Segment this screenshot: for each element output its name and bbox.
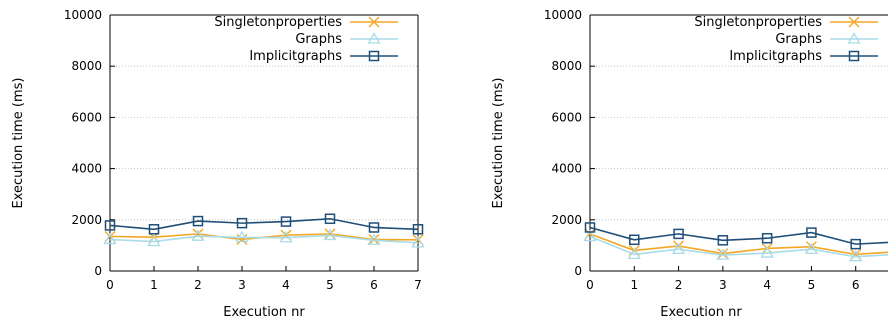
- y-tick-label: 0: [94, 264, 102, 278]
- y-axis-label: Execution time (ms): [11, 77, 26, 208]
- y-axis-label: Execution time (ms): [491, 77, 506, 208]
- data-point-implicitgraphs: [104, 220, 116, 231]
- data-point-graphs: [367, 233, 381, 245]
- x-tick-label: 4: [282, 278, 290, 292]
- y-tick-label: 10000: [64, 8, 102, 22]
- y-tick-label: 6000: [551, 110, 582, 124]
- y-tick-label: 8000: [71, 59, 102, 73]
- data-point-graphs: [323, 228, 337, 241]
- data-point-graphs: [279, 230, 293, 243]
- data-point-graphs: [191, 229, 205, 241]
- y-tick-label: 2000: [551, 213, 582, 227]
- data-point-implicitgraphs: [324, 213, 336, 225]
- legend-marker-implicitgraphs: [368, 50, 380, 62]
- x-tick-label: 2: [194, 278, 202, 292]
- x-tick-label: 1: [150, 278, 158, 292]
- data-point-graphs: [849, 249, 863, 262]
- legend-marker-singletonproperties: [368, 16, 380, 28]
- legend: Singletonproperties Graphs Implicitgraphs: [694, 15, 878, 64]
- data-point-implicitgraphs: [148, 224, 160, 235]
- data-point-singletonproperties: [717, 248, 729, 260]
- series-line-implicitgraphs: [109, 217, 419, 231]
- data-point-graphs: [716, 248, 730, 260]
- y-tick-label: 4000: [551, 162, 582, 176]
- x-tick-label: 3: [719, 278, 727, 292]
- data-point-implicitgraphs: [717, 235, 729, 246]
- chart-panel-1: 0 2000 4000 6000 8000 10000 0 1 2 3 4 5 6 7 Execution …: [11, 8, 424, 320]
- data-point-graphs: [104, 232, 117, 245]
- legend-marker-singletonproperties: [848, 16, 860, 28]
- data-point-implicitgraphs: [673, 228, 684, 240]
- chart-panel-2: 0 2000 4000 6000 8000 10000 0 1 2 3 4 5 6 Execution n…: [491, 8, 888, 320]
- data-point-singletonproperties: [324, 228, 336, 240]
- y-tick-label: 4000: [71, 162, 102, 176]
- plot-area: [584, 222, 888, 262]
- series-line-graphs: [589, 235, 888, 258]
- data-point-graphs: [760, 246, 774, 258]
- x-tick-label: 6: [370, 278, 378, 292]
- data-point-implicitgraphs: [761, 232, 773, 244]
- data-point-graphs: [804, 242, 819, 254]
- legend-marker-implicitgraphs: [848, 50, 860, 62]
- legend-marker-graphs: [367, 32, 381, 44]
- series-line-graphs: [109, 234, 419, 244]
- data-point-graphs: [235, 230, 249, 243]
- legend: Singletonproperties Graphs Implicitgraphs: [214, 15, 398, 64]
- data-point-graphs: [147, 234, 161, 247]
- x-tick-label: 4: [763, 278, 771, 292]
- x-tick-label: 6: [852, 278, 860, 292]
- series-line-singletonproperties: [589, 233, 888, 256]
- legend-marker-graphs: [847, 32, 861, 44]
- data-point-implicitgraphs: [280, 216, 292, 227]
- x-tick-label: 5: [808, 278, 816, 292]
- x-tick-label: 7: [414, 278, 422, 292]
- data-point-implicitgraphs: [236, 217, 248, 229]
- legend-label-implicitgraphs: Implicitgraphs: [729, 49, 822, 64]
- y-tick-label: 0: [574, 264, 582, 278]
- y-tick-label: 6000: [71, 110, 102, 124]
- y-tick-label: 2000: [71, 213, 102, 227]
- x-tick-label: 3: [238, 278, 246, 292]
- data-point-singletonproperties: [236, 234, 248, 246]
- legend-label-graphs: Graphs: [775, 32, 822, 47]
- data-point-implicitgraphs: [192, 215, 204, 227]
- data-point-graphs: [627, 247, 641, 260]
- plot-area: [104, 213, 424, 248]
- data-point-graphs: [671, 242, 686, 254]
- x-tick-label: 1: [630, 278, 638, 292]
- x-axis-label: Execution nr: [660, 305, 742, 320]
- legend-label-implicitgraphs: Implicitgraphs: [249, 49, 342, 64]
- data-point-implicitgraphs: [806, 227, 817, 238]
- x-axis-label: Execution nr: [223, 305, 305, 320]
- legend-label-singletonproperties: Singletonproperties: [694, 15, 822, 30]
- data-point-implicitgraphs: [584, 222, 596, 233]
- x-tick-label: 0: [106, 278, 114, 292]
- y-tick-label: 10000: [544, 8, 582, 22]
- data-point-implicitgraphs: [368, 222, 380, 233]
- data-point-implicitgraphs: [629, 234, 640, 246]
- series-line-implicitgraphs: [589, 226, 888, 245]
- x-tick-label: 0: [586, 278, 594, 292]
- legend-label-graphs: Graphs: [295, 32, 342, 47]
- data-point-implicitgraphs: [412, 224, 424, 235]
- legend-label-singletonproperties: Singletonproperties: [214, 15, 342, 30]
- data-point-implicitgraphs: [850, 238, 861, 250]
- data-point-graphs: [411, 236, 424, 248]
- x-tick-label: 2: [675, 278, 683, 292]
- y-tick-label: 8000: [551, 59, 582, 73]
- x-tick-label: 5: [326, 278, 334, 292]
- data-point-graphs: [584, 229, 597, 242]
